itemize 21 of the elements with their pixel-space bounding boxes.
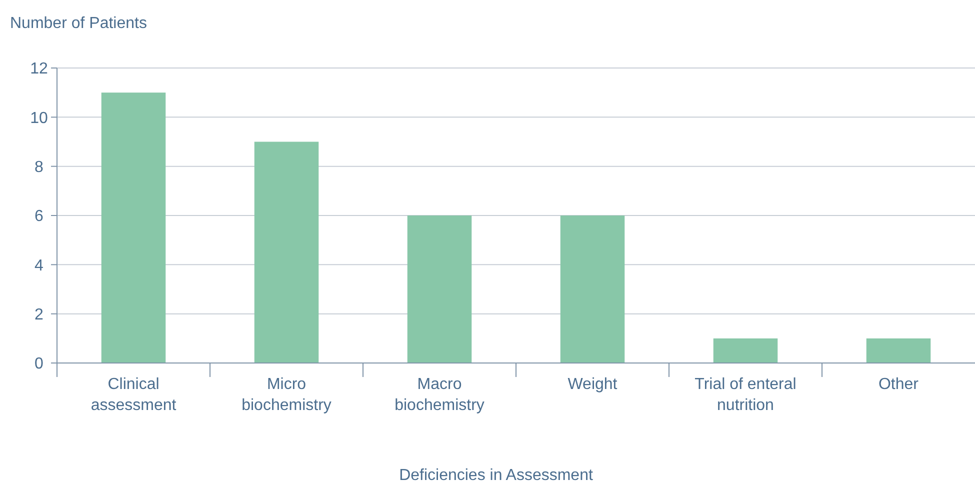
y-tick-label: 6: [34, 208, 44, 226]
y-tick-label: 0: [34, 356, 44, 373]
x-tick-label: Weight: [568, 376, 618, 393]
x-tick-label: Other: [878, 376, 920, 393]
x-tick-label: Trial of enteral nutrition: [694, 376, 796, 414]
x-axis-title: Deficiencies in Assessment: [399, 467, 594, 484]
bar: [866, 338, 931, 363]
y-tick-label: 2: [34, 306, 44, 324]
y-tick-label: 4: [34, 257, 44, 274]
y-tick-label: 10: [30, 110, 48, 127]
y-tick-label: 12: [30, 60, 48, 78]
bar: [407, 216, 472, 363]
bar: [101, 92, 166, 363]
bar: [713, 338, 778, 363]
bar: [254, 142, 319, 363]
x-tick-label: Macro biochemistry: [394, 376, 484, 414]
x-tick-label: Micro biochemistry: [242, 376, 332, 414]
x-tick-label: Clinical assessment: [90, 376, 177, 414]
y-axis-title: Number of Patients: [10, 15, 147, 32]
y-tick-label: 8: [34, 158, 44, 176]
bar: [560, 216, 625, 363]
